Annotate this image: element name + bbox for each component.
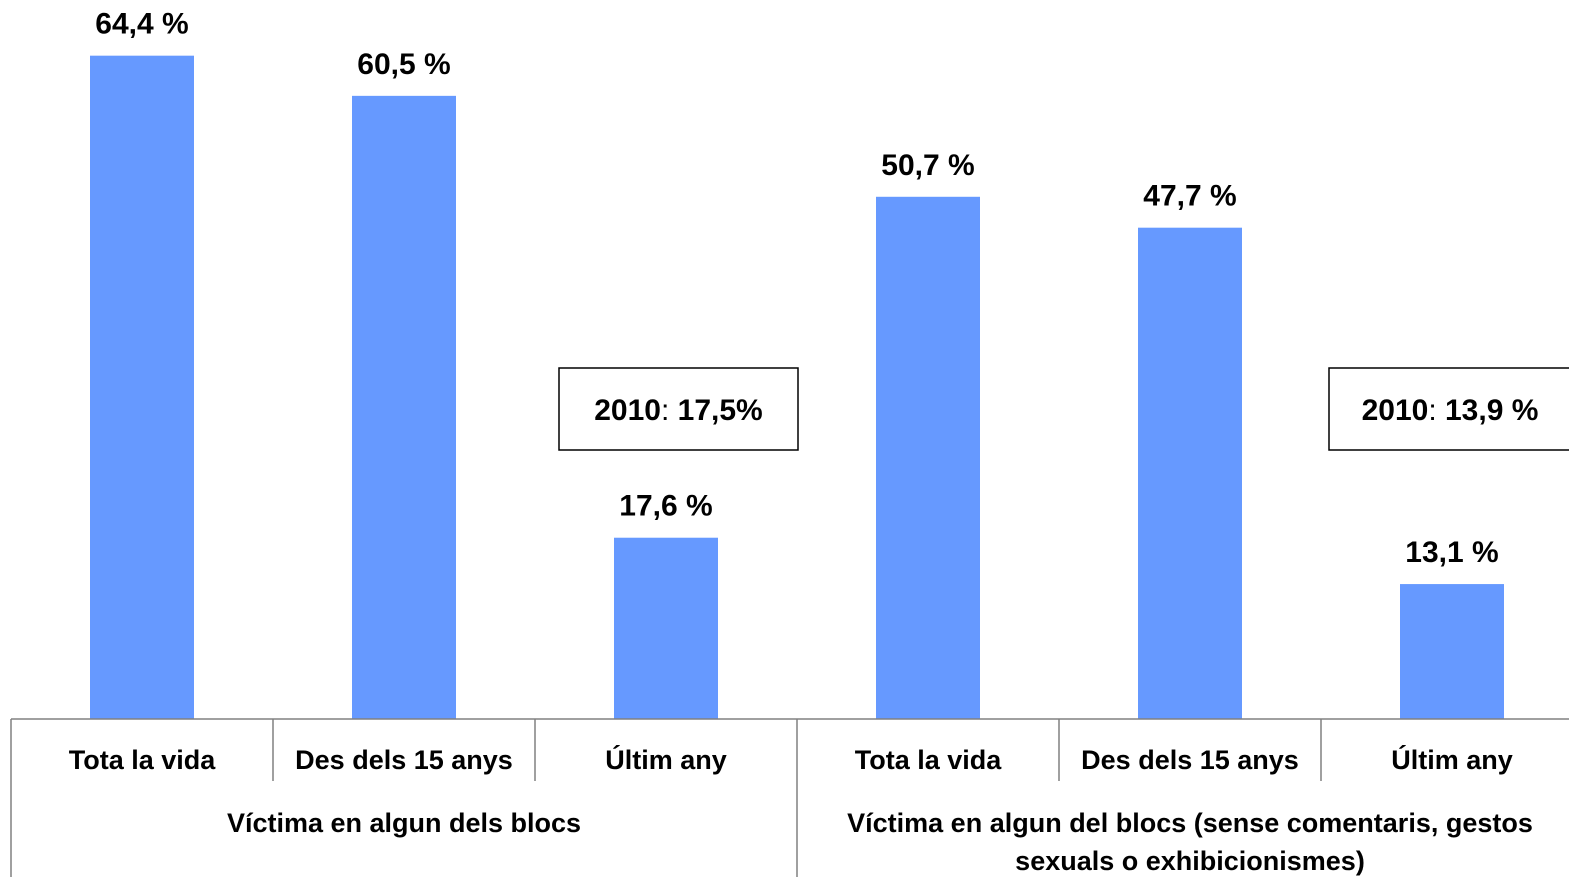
annotation-layer: 2010: 17,5% 2010: 13,9 % [558,367,1569,451]
group-label: Víctima en algun dels blocs [227,808,581,838]
data-label: 50,7 % [881,149,974,182]
data-label: 47,7 % [1143,180,1236,213]
bar [1138,227,1242,719]
group-label: Víctima en algun del blocs (sense coment… [847,808,1533,838]
bars-layer [90,55,1504,720]
data-label: 17,6 % [619,490,712,523]
annotation-box: 2010: 17,5% [558,367,799,451]
annotation-frame [558,367,799,451]
data-labels-layer: 64,4 % 60,5 % 17,6 % 50,7 % 47,7 % 13,1 % [95,8,1498,569]
annotation-box: 2010: 13,9 % [1328,367,1569,451]
category-label: Des dels 15 anys [1081,745,1299,775]
data-label: 60,5 % [357,48,450,81]
category-label: Últim any [605,744,727,775]
group-label: sexuals o exhibicionismes) [1015,846,1365,876]
annotation-text: 2010: 17,5% [594,394,763,427]
bar [90,55,194,720]
annotation-text: 2010: 13,9 % [1362,394,1539,427]
annotation-frame [1328,367,1569,451]
category-label: Tota la vida [855,745,1003,775]
data-label: 64,4 % [95,8,188,41]
bar [352,95,456,720]
bar [614,537,718,719]
data-label: 13,1 % [1405,536,1498,569]
category-label: Des dels 15 anys [295,745,513,775]
category-label: Últim any [1391,744,1513,775]
bar [876,196,980,720]
bar [1400,584,1504,719]
category-axis: Tota la vida Des dels 15 anys Últim any Víc… [10,718,1569,877]
category-label: Tota la vida [69,745,217,775]
